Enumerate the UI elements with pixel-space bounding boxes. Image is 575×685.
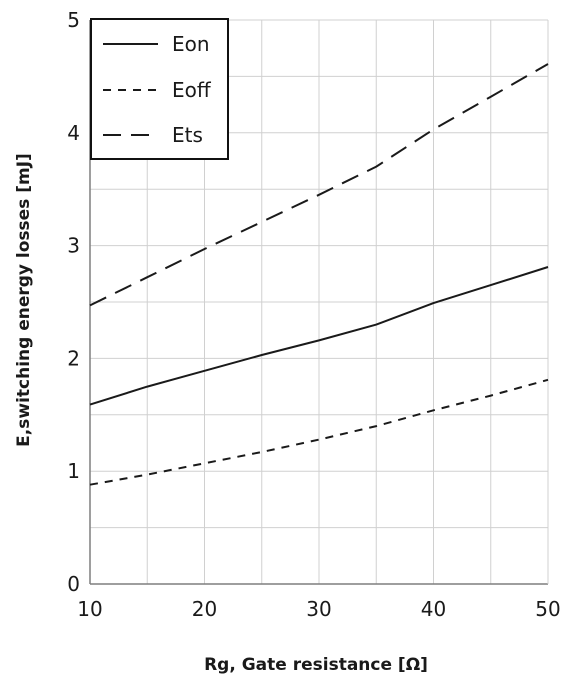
y-tick-label: 0 xyxy=(67,572,80,596)
y-tick-label: 2 xyxy=(67,346,80,370)
x-tick-label: 10 xyxy=(77,597,102,621)
x-axis-title: Rg, Gate resistance [Ω] xyxy=(204,655,428,675)
y-tick-label: 5 xyxy=(67,8,80,32)
series-line-eon xyxy=(89,266,549,406)
legend-label-eon: Eon xyxy=(172,32,210,56)
x-tick-label: 50 xyxy=(535,597,560,621)
series-line-eoff xyxy=(89,378,549,486)
legend: Eon Eoff Ets xyxy=(90,18,229,160)
legend-label-eoff: Eoff xyxy=(172,78,212,102)
grid xyxy=(90,19,548,584)
x-tick-label: 20 xyxy=(192,597,217,621)
y-axis-title: E,switching energy losses [mJ] xyxy=(14,153,34,447)
x-tick-label: 30 xyxy=(306,597,331,621)
tick-labels: 10 20 30 40 50 0 1 2 3 4 5 xyxy=(67,8,560,621)
y-tick-label: 1 xyxy=(67,459,80,483)
x-tick-label: 40 xyxy=(421,597,446,621)
y-tick-label: 3 xyxy=(67,234,80,258)
series xyxy=(89,63,549,486)
y-tick-label: 4 xyxy=(67,121,80,145)
legend-label-ets: Ets xyxy=(172,123,203,147)
series-line-ets xyxy=(89,63,549,307)
